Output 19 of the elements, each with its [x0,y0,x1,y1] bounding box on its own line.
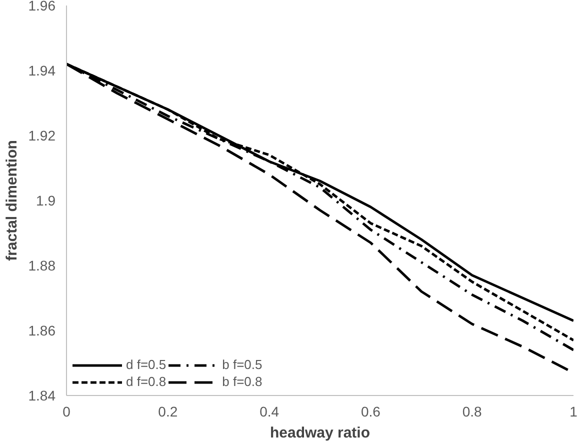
x-tick-label: 0.4 [260,404,280,420]
legend-label: b f=0.5 [222,357,262,372]
legend-label: d f=0.5 [126,357,166,372]
y-tick-label: 1.96 [28,0,56,14]
x-tick-label: 0 [62,404,71,420]
y-tick-label: 1.86 [28,322,56,338]
x-tick-label: 0.2 [158,404,178,420]
x-tick-label: 0.6 [360,404,381,420]
y-axis-title: fractal dimention [3,140,20,261]
y-tick-label: 1.92 [28,128,56,144]
legend-label: d f=0.8 [126,374,166,389]
y-tick-label: 1.88 [28,258,56,274]
y-tick-label: 1.9 [36,192,56,208]
x-tick-label: 0.8 [462,404,482,420]
y-tick-label: 1.94 [28,62,56,78]
legend-label: b f=0.8 [222,374,262,389]
y-tick-label: 1.84 [28,388,56,404]
x-tick-label: 1 [570,404,578,420]
x-axis-title: headway ratio [270,424,370,442]
